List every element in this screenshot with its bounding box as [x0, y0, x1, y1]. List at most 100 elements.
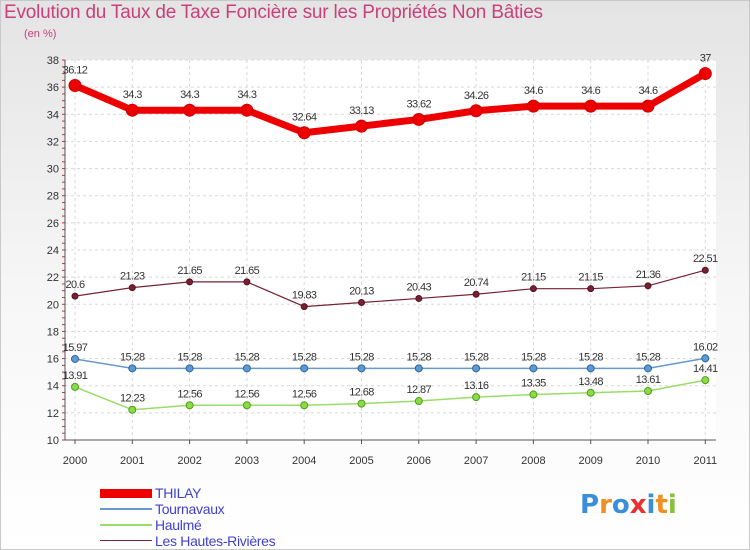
x-tick-label: 2000 — [63, 455, 87, 467]
y-tick-label: 30 — [47, 164, 59, 176]
data-label-tournavaux: 15.28 — [235, 351, 260, 363]
logo-letter: i — [646, 490, 656, 520]
data-point-les-hautes-rivieres — [128, 284, 136, 292]
data-label-thilay: 34.6 — [638, 85, 657, 97]
data-label-tournavaux: 15.28 — [521, 351, 546, 363]
data-point-tournavaux — [128, 364, 137, 373]
data-label-les-hautes-rivieres: 21.23 — [120, 271, 145, 283]
data-point-thilay — [183, 103, 197, 117]
data-label-thilay: 34.3 — [180, 89, 199, 101]
data-point-haulme — [300, 401, 309, 410]
data-label-haulme: 12.23 — [120, 393, 145, 405]
data-point-haulme — [128, 405, 137, 414]
proxiti-logo: Proxiti — [580, 490, 677, 520]
data-label-thilay: 34.6 — [581, 85, 600, 97]
data-label-haulme: 13.35 — [521, 378, 546, 390]
y-tick-label: 28 — [47, 191, 59, 203]
data-point-tournavaux — [644, 364, 652, 373]
x-tick-label: 2001 — [120, 455, 144, 467]
chart-title: Evolution du Taux de Taxe Foncière sur l… — [4, 2, 543, 23]
data-label-les-hautes-rivieres: 20.13 — [349, 286, 374, 298]
data-point-les-hautes-rivieres — [529, 285, 537, 293]
data-point-les-hautes-rivieres — [243, 278, 251, 286]
y-tick-label: 36 — [47, 82, 59, 94]
data-point-tournavaux — [472, 364, 481, 373]
data-label-tournavaux: 15.28 — [407, 351, 432, 363]
data-label-thilay: 33.13 — [349, 105, 374, 117]
data-label-thilay: 33.62 — [407, 98, 432, 110]
data-point-thilay — [526, 99, 540, 113]
data-label-haulme: 12.56 — [235, 388, 260, 400]
logo-letter: x — [629, 490, 647, 520]
data-point-tournavaux — [529, 364, 538, 373]
legend-label-tournavaux: Tournavaux — [155, 501, 225, 517]
data-label-thilay: 36.12 — [63, 65, 88, 77]
y-tick-label: 34 — [47, 109, 59, 121]
data-label-les-hautes-rivieres: 20.74 — [464, 277, 489, 289]
data-label-thilay: 34.3 — [237, 89, 256, 101]
data-label-haulme: 13.48 — [578, 376, 603, 388]
data-label-tournavaux: 15.97 — [63, 342, 88, 354]
data-point-tournavaux — [357, 364, 366, 373]
data-label-tournavaux: 15.28 — [120, 351, 145, 363]
data-point-les-hautes-rivieres — [186, 278, 194, 286]
data-point-les-hautes-rivieres — [71, 292, 79, 300]
y-tick-label: 38 — [47, 55, 59, 67]
data-label-les-hautes-rivieres: 20.43 — [407, 281, 432, 293]
data-label-tournavaux: 15.28 — [177, 351, 202, 363]
data-point-thilay — [68, 79, 82, 93]
data-point-les-hautes-rivieres — [415, 294, 423, 302]
data-point-thilay — [469, 104, 483, 118]
data-point-haulme — [185, 401, 194, 410]
legend-label-les-hautes-rivieres: Les Hautes-Rivières — [155, 533, 276, 549]
data-point-tournavaux — [414, 364, 423, 373]
logo-letter: P — [580, 490, 600, 520]
logo-letter: i — [667, 490, 677, 520]
data-point-les-hautes-rivieres — [644, 282, 652, 290]
data-label-les-hautes-rivieres: 21.15 — [578, 272, 603, 284]
y-tick-label: 12 — [47, 408, 59, 420]
legend-label-haulme: Haulmé — [155, 517, 202, 533]
legend-swatch-thilay — [100, 489, 152, 498]
data-label-tournavaux: 15.28 — [464, 351, 489, 363]
data-label-haulme: 13.91 — [63, 370, 88, 382]
data-point-haulme — [357, 399, 366, 408]
data-label-haulme: 13.16 — [464, 380, 489, 392]
data-point-thilay — [412, 112, 426, 126]
logo-letter: t — [655, 490, 668, 520]
series-line-tournavaux — [74, 357, 707, 370]
x-tick-label: 2011 — [693, 455, 717, 467]
data-point-tournavaux — [242, 364, 251, 373]
x-tick-label: 2002 — [177, 455, 201, 467]
chart-axes: 10 12 14 16 18 20 22 24 26 28 30 32 34 36 38 2000 2001 20… — [47, 55, 717, 467]
legend-swatch-les-hautes-rivieres — [100, 540, 152, 541]
data-label-haulme: 12.56 — [177, 388, 202, 400]
legend-swatch-haulme — [100, 524, 152, 526]
data-label-tournavaux: 16.02 — [693, 341, 718, 353]
data-point-tournavaux — [185, 364, 194, 373]
data-point-thilay — [584, 99, 598, 113]
y-tick-label: 26 — [47, 218, 59, 230]
data-point-les-hautes-rivieres — [358, 299, 365, 307]
data-label-les-hautes-rivieres: 21.65 — [235, 265, 260, 277]
data-label-haulme: 13.61 — [636, 374, 661, 386]
data-label-thilay: 34.26 — [464, 90, 489, 102]
x-tick-label: 2010 — [636, 455, 660, 467]
data-point-haulme — [472, 393, 481, 402]
data-label-haulme: 14.41 — [693, 363, 718, 375]
data-point-haulme — [701, 376, 710, 385]
x-tick-label: 2003 — [235, 455, 259, 467]
data-point-thilay — [355, 119, 368, 133]
data-label-tournavaux: 15.28 — [636, 351, 661, 363]
data-label-les-hautes-rivieres: 19.83 — [292, 290, 317, 302]
data-point-thilay — [641, 99, 655, 113]
data-point-thilay — [297, 126, 311, 140]
data-point-tournavaux — [71, 354, 79, 363]
chart-series — [68, 67, 712, 414]
y-tick-label: 10 — [47, 435, 59, 447]
data-point-haulme — [71, 382, 79, 391]
data-label-les-hautes-rivieres: 21.15 — [521, 272, 546, 284]
data-label-tournavaux: 15.28 — [578, 351, 603, 363]
data-label-thilay: 37 — [700, 53, 712, 65]
